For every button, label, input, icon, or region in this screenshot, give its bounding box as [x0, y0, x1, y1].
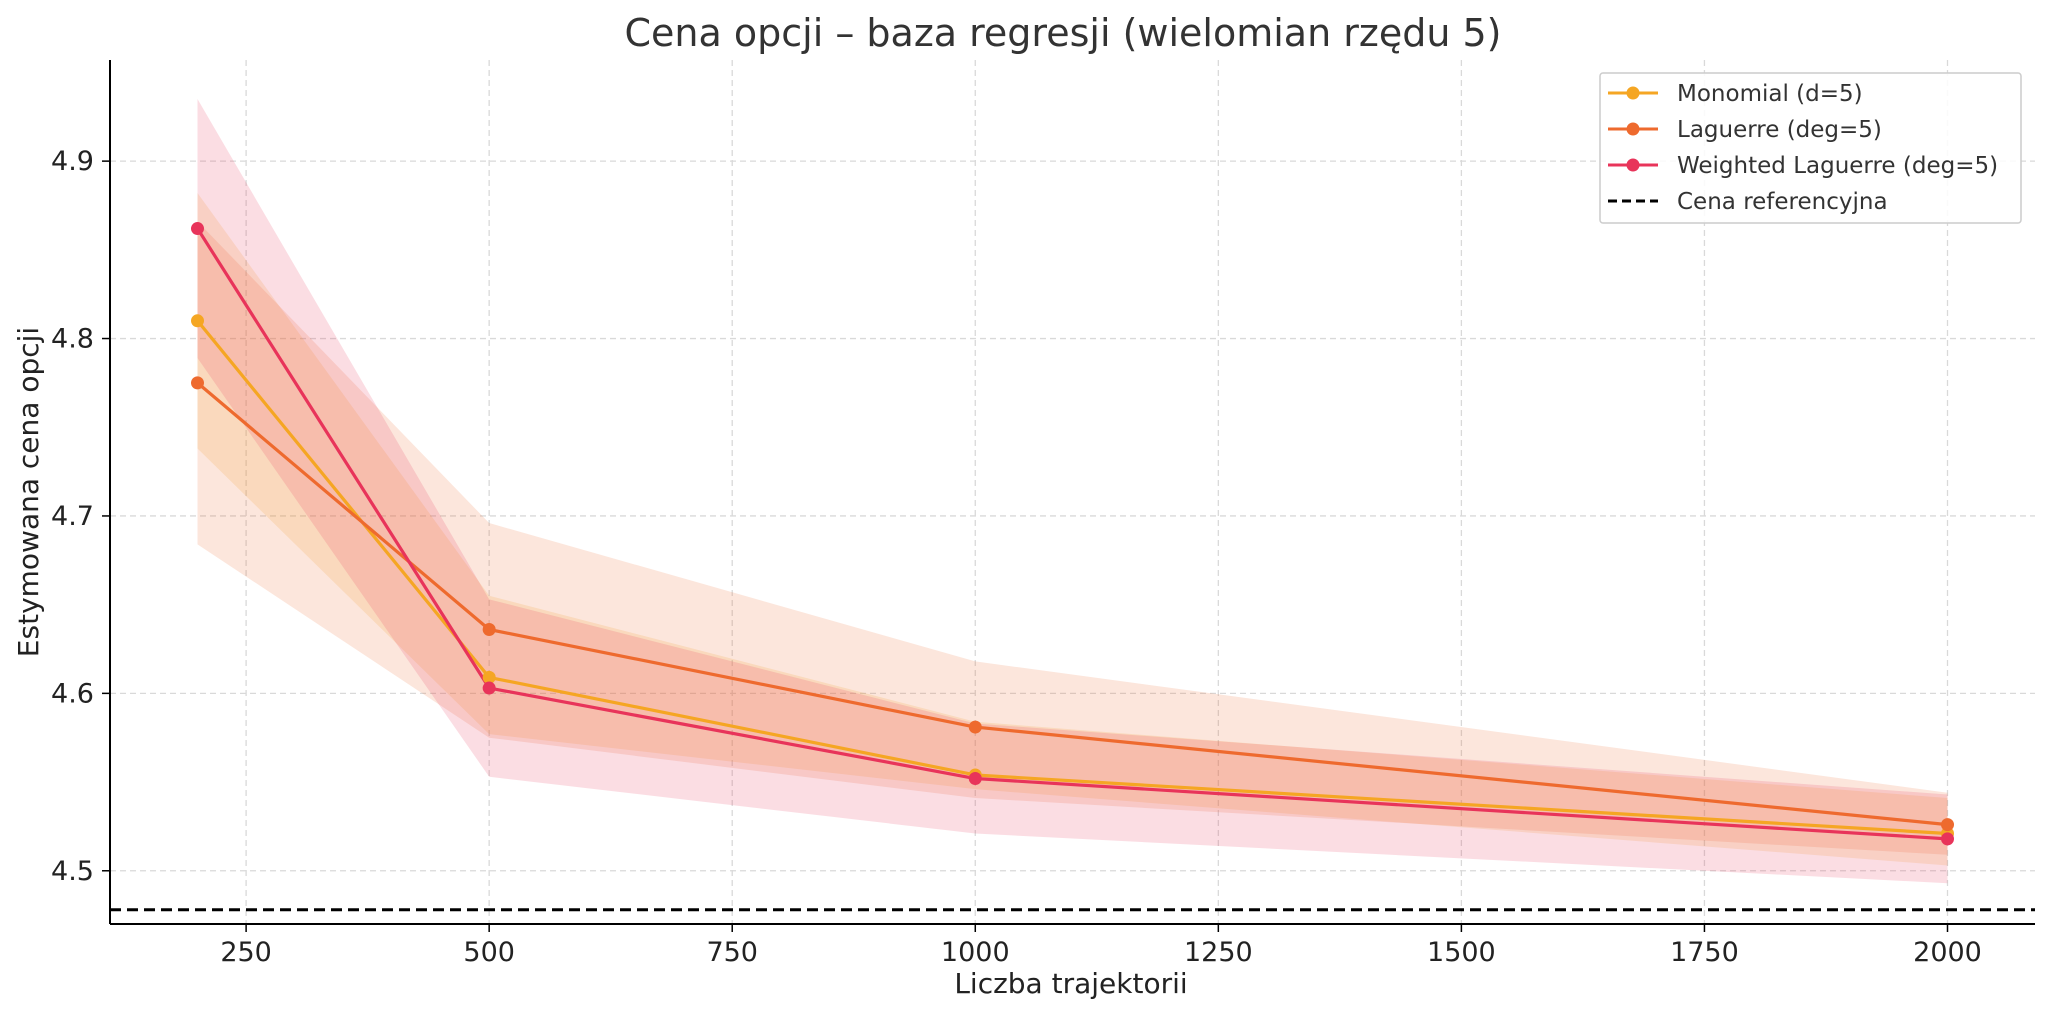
legend-label: Weighted Laguerre (deg=5) [1677, 153, 1998, 179]
x-tick-label: 1000 [941, 937, 1010, 968]
y-tick-label: 4.9 [51, 146, 94, 177]
data-point [1941, 818, 1954, 832]
chart-title: Cena opcji – baza regresji (wielomian rz… [625, 11, 1502, 55]
legend-label: Laguerre (deg=5) [1677, 117, 1882, 143]
data-point [482, 670, 496, 684]
x-ticks: 250 500 750 1000 1250 1500 1750 2000 [220, 924, 1982, 968]
x-tick-label: 1250 [1184, 937, 1253, 968]
axes [109, 60, 2035, 925]
confidence-band [197, 193, 1948, 866]
data-point [482, 622, 496, 636]
data-point [191, 376, 204, 390]
series-line [196, 227, 1948, 841]
legend-label: Monomial (d=5) [1677, 81, 1863, 107]
x-tick-label: 500 [463, 937, 515, 968]
legend-marker [1626, 122, 1640, 136]
y-ticks: 4.5 4.6 4.7 4.8 4.9 [51, 146, 110, 887]
y-tick-label: 4.8 [51, 324, 94, 355]
x-tick-label: 250 [220, 937, 272, 968]
data-point [482, 681, 496, 695]
data-point [191, 222, 204, 236]
x-tick-label: 1500 [1427, 937, 1496, 968]
y-tick-label: 4.6 [51, 678, 94, 709]
data-point [968, 720, 982, 734]
legend-marker [1626, 86, 1640, 100]
series-lines [196, 227, 1948, 841]
legend-label: Cena referencyjna [1677, 189, 1888, 215]
x-tick-label: 750 [706, 937, 758, 968]
legend-box [1599, 72, 2022, 224]
x-axis-title: Liczba trajektorii [954, 967, 1187, 1000]
confidence-bands [197, 99, 1948, 884]
y-tick-label: 4.5 [51, 856, 94, 887]
confidence-band [197, 99, 1948, 884]
legend-items: Monomial (d=5) Laguerre (deg=5) Weighted L… [1608, 81, 1998, 215]
y-tick-label: 4.7 [51, 501, 94, 532]
x-tick-label: 1750 [1670, 937, 1739, 968]
y-axis-title: Estymowana cena opcji [12, 327, 45, 657]
legend-marker [1626, 158, 1640, 172]
confidence-band [197, 221, 1948, 855]
series-line [196, 381, 1948, 827]
data-point [1941, 832, 1954, 846]
series-line [196, 319, 1948, 836]
x-tick-label: 2000 [1913, 937, 1982, 968]
series-points [191, 222, 1954, 846]
data-point [968, 772, 982, 786]
data-point [191, 314, 204, 328]
legend: Monomial (d=5) Laguerre (deg=5) Weighted L… [1599, 72, 2022, 224]
